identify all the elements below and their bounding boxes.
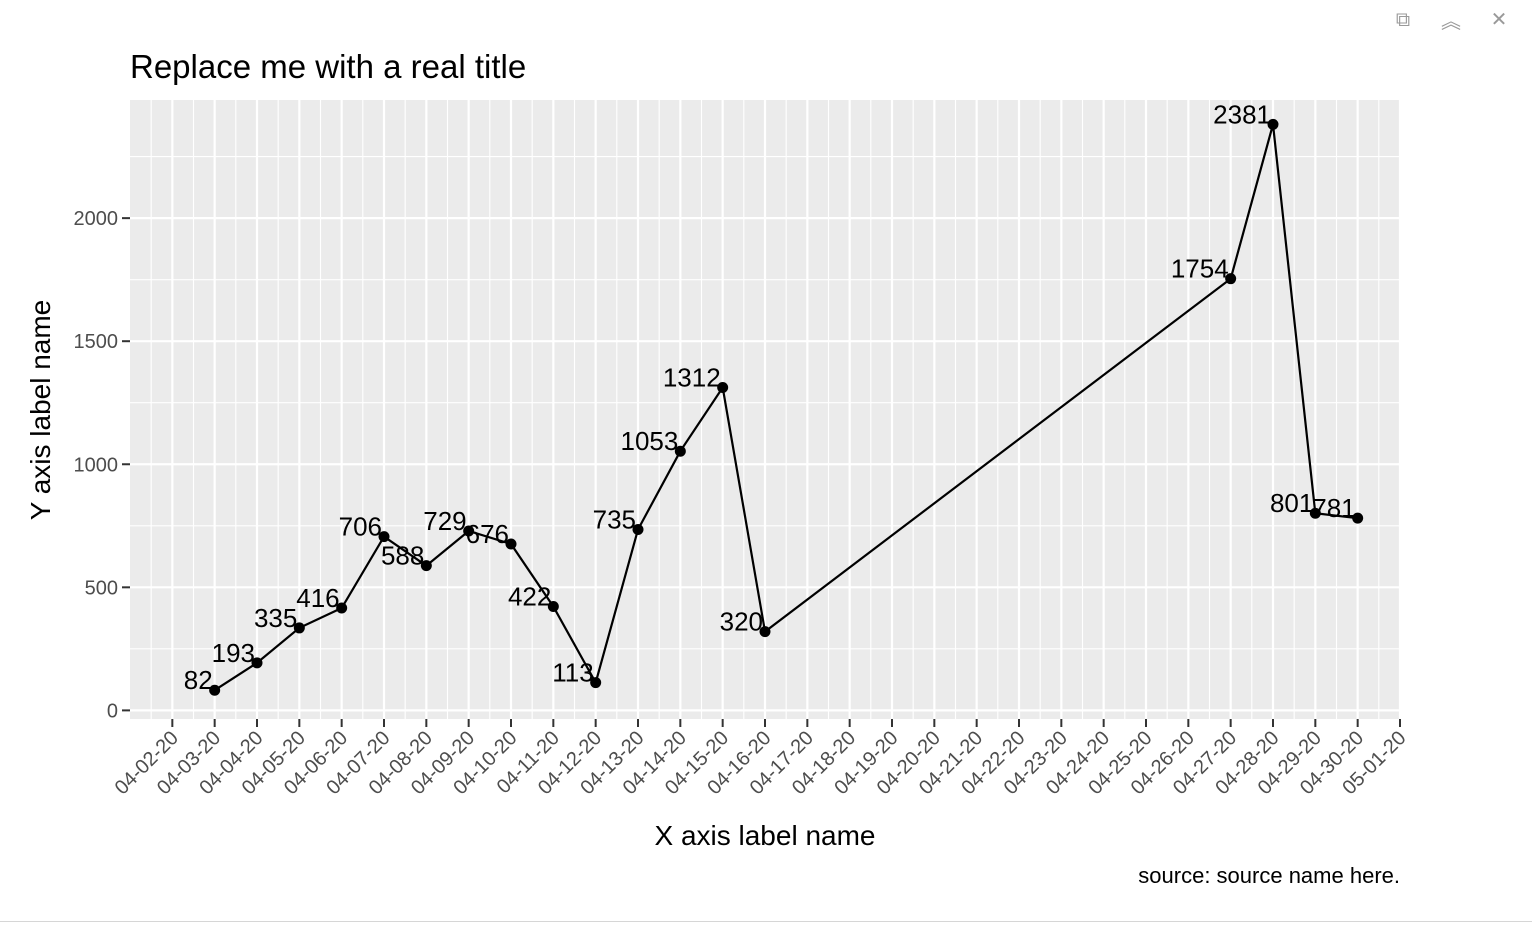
bottom-divider xyxy=(0,921,1532,922)
data-point xyxy=(759,626,771,638)
data-point xyxy=(632,523,644,535)
data-label: 729 xyxy=(423,506,466,536)
x-axis: 04-02-2004-03-2004-04-2004-05-2004-06-20… xyxy=(111,719,1411,799)
data-point xyxy=(1309,507,1321,519)
data-point xyxy=(209,684,221,696)
data-label: 781 xyxy=(1312,493,1355,523)
popout-icon[interactable]: ⧉ xyxy=(1395,7,1411,31)
data-label: 735 xyxy=(593,504,636,534)
data-point xyxy=(1225,273,1237,285)
data-point xyxy=(717,381,729,393)
data-label: 422 xyxy=(508,582,551,612)
data-label: 320 xyxy=(720,607,763,637)
data-point xyxy=(505,538,517,550)
data-label: 588 xyxy=(381,541,424,571)
data-label: 82 xyxy=(184,665,213,695)
y-axis: 0 500 1000 1500 2000 xyxy=(74,208,130,722)
y-tick-label: 0 xyxy=(107,700,118,722)
data-label: 193 xyxy=(212,638,255,668)
data-point xyxy=(1267,118,1279,130)
data-label: 676 xyxy=(466,519,509,549)
data-label: 801 xyxy=(1270,488,1313,518)
grid-major xyxy=(130,100,1402,719)
data-label: 335 xyxy=(254,603,297,633)
data-point xyxy=(293,622,305,634)
data-point xyxy=(378,531,390,543)
window-controls: ⧉ ︽ ✕ xyxy=(1392,7,1510,33)
data-point xyxy=(1352,512,1364,524)
x-axis-title: X axis label name xyxy=(654,820,875,851)
data-point xyxy=(336,602,348,614)
data-point xyxy=(420,560,432,572)
chart-caption: source: source name here. xyxy=(1138,863,1400,888)
data-label: 1053 xyxy=(620,426,678,456)
data-label: 1754 xyxy=(1171,254,1229,284)
data-label: 416 xyxy=(296,583,339,613)
data-point xyxy=(674,445,686,457)
data-label: 706 xyxy=(339,512,382,542)
y-axis-title: Y axis label name xyxy=(25,300,56,521)
data-point xyxy=(463,525,475,537)
data-label: 2381 xyxy=(1213,99,1271,129)
data-label: 1312 xyxy=(663,362,721,392)
data-label: 113 xyxy=(552,658,593,688)
data-point xyxy=(590,677,602,689)
data-point xyxy=(547,601,559,613)
data-points xyxy=(209,118,1364,696)
y-tick-label: 1500 xyxy=(74,331,119,353)
data-point xyxy=(251,657,263,669)
y-tick-label: 2000 xyxy=(74,208,119,230)
y-tick-label: 500 xyxy=(85,577,118,599)
close-icon[interactable]: ✕ xyxy=(1490,7,1508,31)
chart-title: Replace me with a real title xyxy=(130,48,526,85)
series-line xyxy=(214,124,1358,692)
collapse-icon[interactable]: ︽ xyxy=(1441,8,1461,33)
y-tick-label: 1000 xyxy=(74,454,119,476)
